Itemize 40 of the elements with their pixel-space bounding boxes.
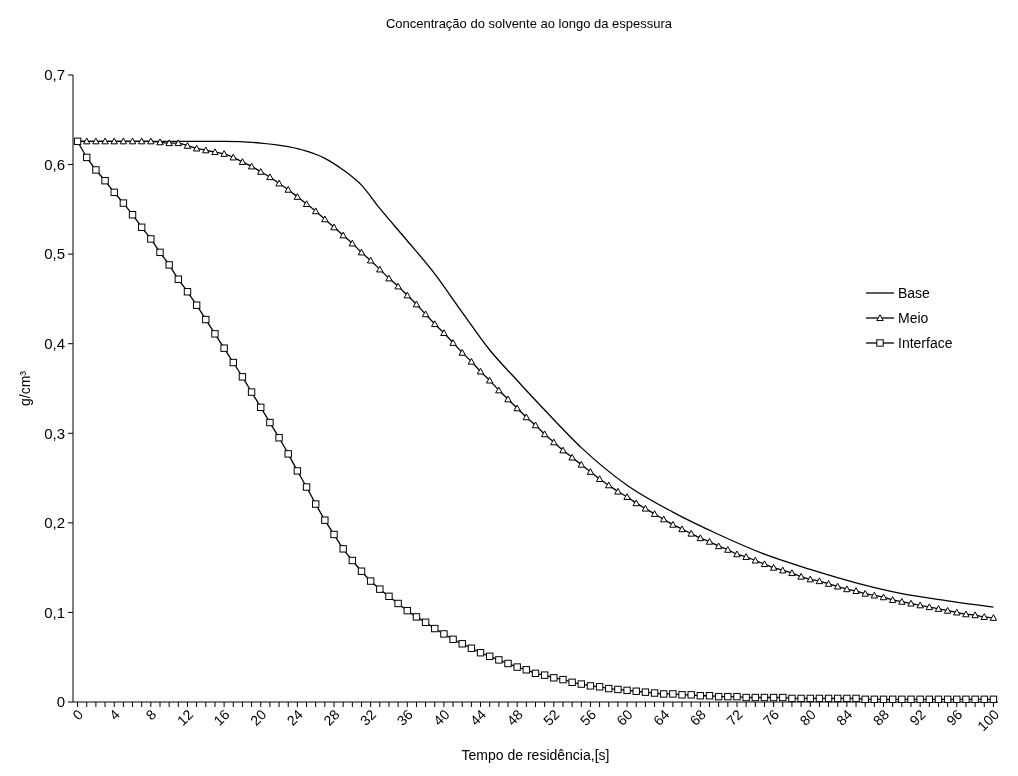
x-tick-label: 0 — [69, 706, 87, 724]
x-tick-label: 36 — [393, 706, 417, 729]
x-tick-label: 52 — [540, 706, 563, 729]
y-axis-title: g/cm³ — [17, 370, 33, 406]
legend-label: Base — [898, 284, 931, 301]
x-tick-label: 24 — [283, 706, 307, 729]
x-tick-label: 44 — [466, 706, 490, 729]
y-tick-label: 0,4 — [44, 334, 65, 352]
y-tick-label: 0,2 — [44, 514, 65, 532]
y-tick-label: 0 — [56, 693, 65, 711]
chart-title: Concentração do solvente ao longo da espessura — [385, 16, 673, 31]
y-tick-label: 0,1 — [44, 603, 65, 621]
x-tick-label: 64 — [649, 706, 673, 729]
x-tick-label: 56 — [576, 706, 600, 729]
x-tick-label: 80 — [796, 706, 819, 729]
y-tick-label: 0,3 — [44, 424, 65, 442]
x-axis-title: Tempo de residência,[s] — [461, 747, 610, 763]
legend-label: Meio — [898, 309, 929, 326]
x-tick-label: 40 — [430, 706, 453, 729]
x-tick-label: 48 — [503, 706, 526, 729]
x-tick-label: 100 — [974, 706, 1003, 735]
x-tick-label: 68 — [686, 706, 710, 729]
legend-label: Interface — [898, 334, 953, 351]
x-tick-label: 16 — [210, 706, 233, 729]
y-tick-label: 0,7 — [44, 66, 65, 84]
y-tick-label: 0,6 — [44, 155, 65, 173]
y-tick-label: 0,5 — [44, 245, 65, 263]
x-tick-label: 92 — [906, 706, 929, 729]
x-tick-label: 88 — [869, 706, 893, 729]
x-tick-label: 96 — [943, 706, 966, 729]
x-tick-label: 84 — [833, 706, 856, 729]
x-tick-label: 20 — [247, 706, 270, 729]
x-tick-label: 8 — [142, 706, 160, 724]
x-tick-label: 76 — [759, 706, 783, 729]
x-tick-label: 72 — [723, 706, 746, 729]
x-tick-label: 12 — [173, 706, 197, 729]
x-tick-label: 32 — [356, 706, 380, 729]
x-tick-label: 4 — [105, 706, 123, 724]
x-tick-label: 60 — [613, 706, 636, 729]
x-tick-label: 28 — [320, 706, 343, 729]
